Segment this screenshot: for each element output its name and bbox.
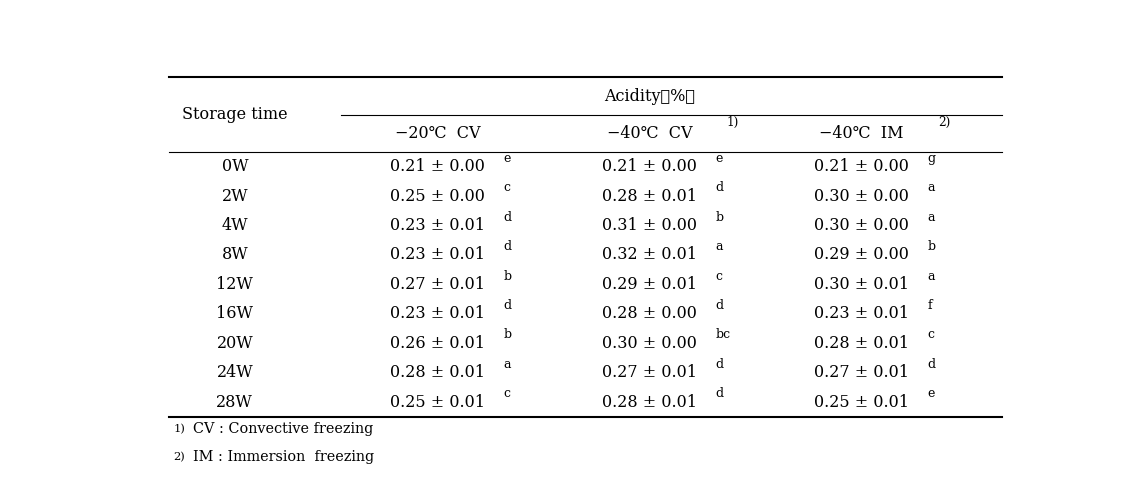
Text: −20℃  CV: −20℃ CV xyxy=(395,125,480,142)
Text: 0.28 ± 0.01: 0.28 ± 0.01 xyxy=(602,188,696,205)
Text: d: d xyxy=(716,299,724,312)
Text: a: a xyxy=(927,211,934,224)
Text: c: c xyxy=(504,181,511,194)
Text: −40℃  CV: −40℃ CV xyxy=(607,125,692,142)
Text: 28W: 28W xyxy=(216,394,254,411)
Text: d: d xyxy=(716,358,724,371)
Text: g: g xyxy=(927,151,935,165)
Text: 0.23 ± 0.01: 0.23 ± 0.01 xyxy=(814,305,908,322)
Text: 0.30 ± 0.01: 0.30 ± 0.01 xyxy=(814,276,908,293)
Text: IM : Immersion  freezing: IM : Immersion freezing xyxy=(192,450,373,464)
Text: −40℃  IM: −40℃ IM xyxy=(818,125,904,142)
Text: 0.30 ± 0.00: 0.30 ± 0.00 xyxy=(814,188,908,205)
Text: 2): 2) xyxy=(938,116,950,128)
Text: a: a xyxy=(927,181,934,194)
Text: 0.27 ± 0.01: 0.27 ± 0.01 xyxy=(390,276,485,293)
Text: bc: bc xyxy=(716,329,731,342)
Text: 0.25 ± 0.00: 0.25 ± 0.00 xyxy=(390,188,485,205)
Text: 0.30 ± 0.00: 0.30 ± 0.00 xyxy=(602,335,696,352)
Text: a: a xyxy=(504,358,511,371)
Text: 8W: 8W xyxy=(222,247,248,263)
Text: 0.30 ± 0.00: 0.30 ± 0.00 xyxy=(814,217,908,234)
Text: e: e xyxy=(927,387,934,400)
Text: 0.29 ± 0.00: 0.29 ± 0.00 xyxy=(814,247,908,263)
Text: CV : Convective freezing: CV : Convective freezing xyxy=(192,422,373,436)
Text: e: e xyxy=(716,151,723,165)
Text: Storage time: Storage time xyxy=(182,106,288,123)
Text: 0.21 ± 0.00: 0.21 ± 0.00 xyxy=(814,158,908,175)
Text: f: f xyxy=(927,299,932,312)
Text: 12W: 12W xyxy=(216,276,254,293)
Text: 24W: 24W xyxy=(216,365,254,381)
Text: 0.21 ± 0.00: 0.21 ± 0.00 xyxy=(602,158,696,175)
Text: 4W: 4W xyxy=(222,217,248,234)
Text: 16W: 16W xyxy=(216,305,254,322)
Text: 0.23 ± 0.01: 0.23 ± 0.01 xyxy=(390,305,485,322)
Text: 0.23 ± 0.01: 0.23 ± 0.01 xyxy=(390,247,485,263)
Text: 0.31 ± 0.00: 0.31 ± 0.00 xyxy=(602,217,696,234)
Text: d: d xyxy=(927,358,935,371)
Text: 1): 1) xyxy=(726,116,739,128)
Text: a: a xyxy=(716,240,723,253)
Text: 0.23 ± 0.01: 0.23 ± 0.01 xyxy=(390,217,485,234)
Text: b: b xyxy=(504,269,512,282)
Text: 20W: 20W xyxy=(216,335,254,352)
Text: 0.28 ± 0.01: 0.28 ± 0.01 xyxy=(602,394,696,411)
Text: d: d xyxy=(504,299,512,312)
Text: 0.26 ± 0.01: 0.26 ± 0.01 xyxy=(390,335,485,352)
Text: c: c xyxy=(716,269,723,282)
Text: 2): 2) xyxy=(173,452,184,462)
Text: 1): 1) xyxy=(173,423,185,434)
Text: b: b xyxy=(504,329,512,342)
Text: 0W: 0W xyxy=(222,158,248,175)
Text: Acidity（%）: Acidity（%） xyxy=(604,88,695,105)
Text: 2W: 2W xyxy=(222,188,248,205)
Text: 0.28 ± 0.01: 0.28 ± 0.01 xyxy=(814,335,908,352)
Text: 0.27 ± 0.01: 0.27 ± 0.01 xyxy=(602,365,696,381)
Text: c: c xyxy=(927,329,934,342)
Text: 0.25 ± 0.01: 0.25 ± 0.01 xyxy=(390,394,485,411)
Text: b: b xyxy=(716,211,724,224)
Text: d: d xyxy=(504,211,512,224)
Text: 0.32 ± 0.01: 0.32 ± 0.01 xyxy=(602,247,696,263)
Text: 0.21 ± 0.00: 0.21 ± 0.00 xyxy=(390,158,485,175)
Text: c: c xyxy=(504,387,511,400)
Text: 0.28 ± 0.01: 0.28 ± 0.01 xyxy=(390,365,485,381)
Text: 0.29 ± 0.01: 0.29 ± 0.01 xyxy=(602,276,696,293)
Text: d: d xyxy=(504,240,512,253)
Text: a: a xyxy=(927,269,934,282)
Text: b: b xyxy=(927,240,935,253)
Text: 0.28 ± 0.00: 0.28 ± 0.00 xyxy=(602,305,696,322)
Text: e: e xyxy=(504,151,511,165)
Text: d: d xyxy=(716,181,724,194)
Text: 0.25 ± 0.01: 0.25 ± 0.01 xyxy=(814,394,908,411)
Text: 0.27 ± 0.01: 0.27 ± 0.01 xyxy=(814,365,908,381)
Text: d: d xyxy=(716,387,724,400)
